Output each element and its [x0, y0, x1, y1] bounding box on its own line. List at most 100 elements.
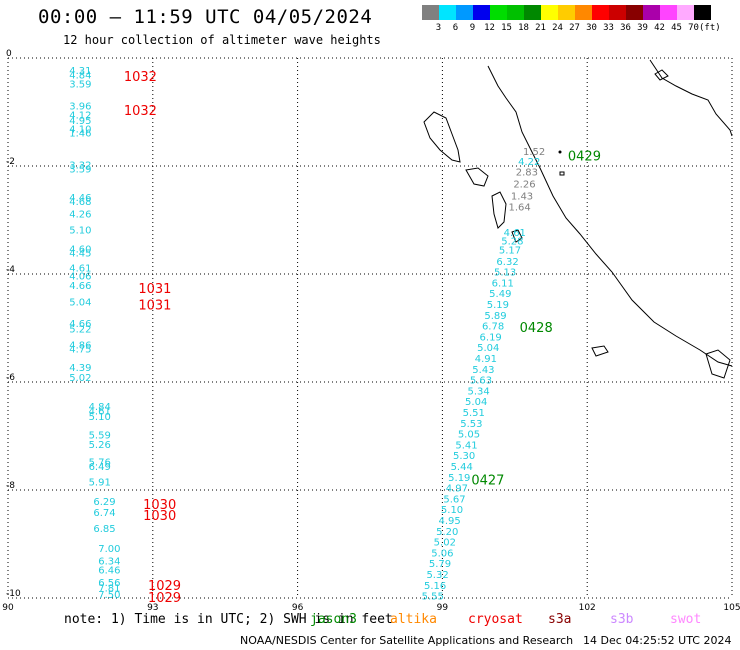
wave-height-label: 4.06 — [69, 271, 91, 282]
wave-height-label: 7.00 — [98, 544, 120, 555]
wave-height-label: 4.46 — [69, 193, 91, 204]
enggano-island — [511, 229, 523, 243]
wave-height-label: 6.11 — [492, 278, 514, 289]
mission-label: altika — [390, 612, 437, 627]
wave-height-label: 5.13 — [494, 268, 516, 279]
wave-height-label: 4.91 — [475, 354, 497, 365]
legend-swatch — [643, 5, 660, 20]
pass-time-label: 0428 — [520, 321, 553, 336]
legend-swatch — [609, 5, 626, 20]
footer-note: note: 1) Time is in UTC; 2) SWH is in fe… — [64, 612, 393, 627]
wave-height-label: 4.84 — [89, 402, 111, 413]
wave-height-label: 1.64 — [508, 202, 530, 213]
legend-swatch — [456, 5, 473, 20]
wave-height-label: 5.06 — [431, 548, 453, 559]
lat-tick-label: -8 — [6, 481, 15, 491]
legend-swatch — [490, 5, 507, 20]
wave-height-label: 3.59 — [69, 164, 91, 175]
wave-height-label: 6.19 — [480, 332, 502, 343]
wave-height-label: 5.22 — [69, 324, 91, 335]
legend-swatch — [575, 5, 592, 20]
legend-label: 24 — [552, 23, 563, 33]
wave-height-label: 5.49 — [489, 289, 511, 300]
legend-label: 18 — [518, 23, 529, 33]
legend-swatch — [592, 5, 609, 20]
legend-label: 42 — [654, 23, 665, 33]
wave-height-label: 3.96 — [69, 101, 91, 112]
wave-height-label: 1.52 — [523, 147, 545, 158]
wave-height-label: 5.89 — [484, 311, 506, 322]
legend-swatch — [422, 5, 439, 20]
wave-height-label: 5.32 — [426, 570, 448, 581]
wave-height-label: 5.79 — [429, 559, 451, 570]
wave-height-label: 5.34 — [467, 386, 489, 397]
wave-height-label: 5.17 — [499, 245, 521, 256]
wave-height-label: 4.39 — [69, 363, 91, 374]
wave-height-label: 5.53 — [460, 419, 482, 430]
legend-swatch — [677, 5, 694, 20]
lon-tick-label: 99 — [437, 603, 449, 613]
pass-time-label: 1032 — [124, 70, 157, 85]
lat-tick-label: -4 — [6, 265, 15, 275]
wave-height-label: 4.22 — [518, 157, 540, 168]
legend-swatch — [558, 5, 575, 20]
pass-time-label: 1031 — [138, 298, 171, 313]
wave-height-label: 6.32 — [496, 257, 518, 268]
wave-height-label: 5.16 — [424, 581, 446, 592]
lon-tick-label: 96 — [292, 603, 304, 613]
wave-height-label: 5.43 — [472, 365, 494, 376]
wave-height-label: 2.26 — [513, 180, 535, 191]
legend-label: 12 — [484, 23, 495, 33]
wave-height-label: 2.83 — [516, 168, 538, 179]
legend-swatch — [507, 5, 524, 20]
wave-height-label: 5.02 — [69, 373, 91, 384]
wave-height-label: 4.61 — [504, 228, 526, 239]
wave-height-label: 4.75 — [69, 344, 91, 355]
small-island — [559, 171, 565, 176]
wave-height-label: 5.59 — [89, 431, 111, 442]
wave-height-label: 3.32 — [69, 161, 91, 172]
wave-height-label: 6.29 — [93, 497, 115, 508]
legend-label: 27 — [569, 23, 580, 33]
legend-label: 36 — [620, 23, 631, 33]
wave-height-label: 5.28 — [501, 236, 523, 247]
wave-height-label: 5.91 — [89, 478, 111, 489]
wave-height-label: 5.67 — [443, 494, 465, 505]
wave-height-label: 6.78 — [482, 322, 504, 333]
wave-height-label: 5.19 — [487, 300, 509, 311]
wave-height-label: 5.76 — [89, 458, 111, 469]
pass-time-label: 1031 — [138, 282, 171, 297]
legend-label: 45 — [671, 23, 682, 33]
wave-height-label: 4.84 — [69, 71, 91, 82]
pass-time-label: 1030 — [143, 498, 176, 513]
wave-height-label: 4.45 — [69, 249, 91, 260]
pass-time-label: 0427 — [471, 473, 504, 488]
wave-height-label: 4.60 — [69, 244, 91, 255]
wave-height-label: 4.26 — [69, 209, 91, 220]
legend-swatch — [473, 5, 490, 20]
lat-tick-label: -2 — [6, 157, 15, 167]
lat-tick-label: -6 — [6, 373, 15, 383]
wave-height-label: 5.05 — [458, 430, 480, 441]
legend-label: 39 — [637, 23, 648, 33]
page-title: 00:00 — 11:59 UTC 04/05/2024 — [38, 6, 373, 28]
legend-swatch — [660, 5, 677, 20]
pass-time-label: 1029 — [148, 579, 181, 594]
credit-text: NOAA/NESDIS Center for Satellite Applica… — [240, 634, 574, 647]
wave-height-label: 6.56 — [98, 578, 120, 589]
wave-height-label: 4.10 — [69, 125, 91, 136]
borneo-coastline — [649, 59, 733, 137]
siberut-island — [423, 111, 461, 163]
track-end-dot — [558, 150, 562, 154]
legend-swatch — [439, 5, 456, 20]
sumatra-coastline — [487, 65, 733, 367]
wave-height-label: 4.61 — [89, 406, 111, 417]
mission-label: s3a — [548, 612, 572, 627]
lat-tick-label: -10 — [6, 589, 21, 599]
wave-height-label: 4.86 — [69, 341, 91, 352]
legend-swatch — [694, 5, 711, 20]
wave-height-label: 7.50 — [98, 590, 120, 601]
legend-swatch — [524, 5, 541, 20]
legend-swatch — [541, 5, 558, 20]
